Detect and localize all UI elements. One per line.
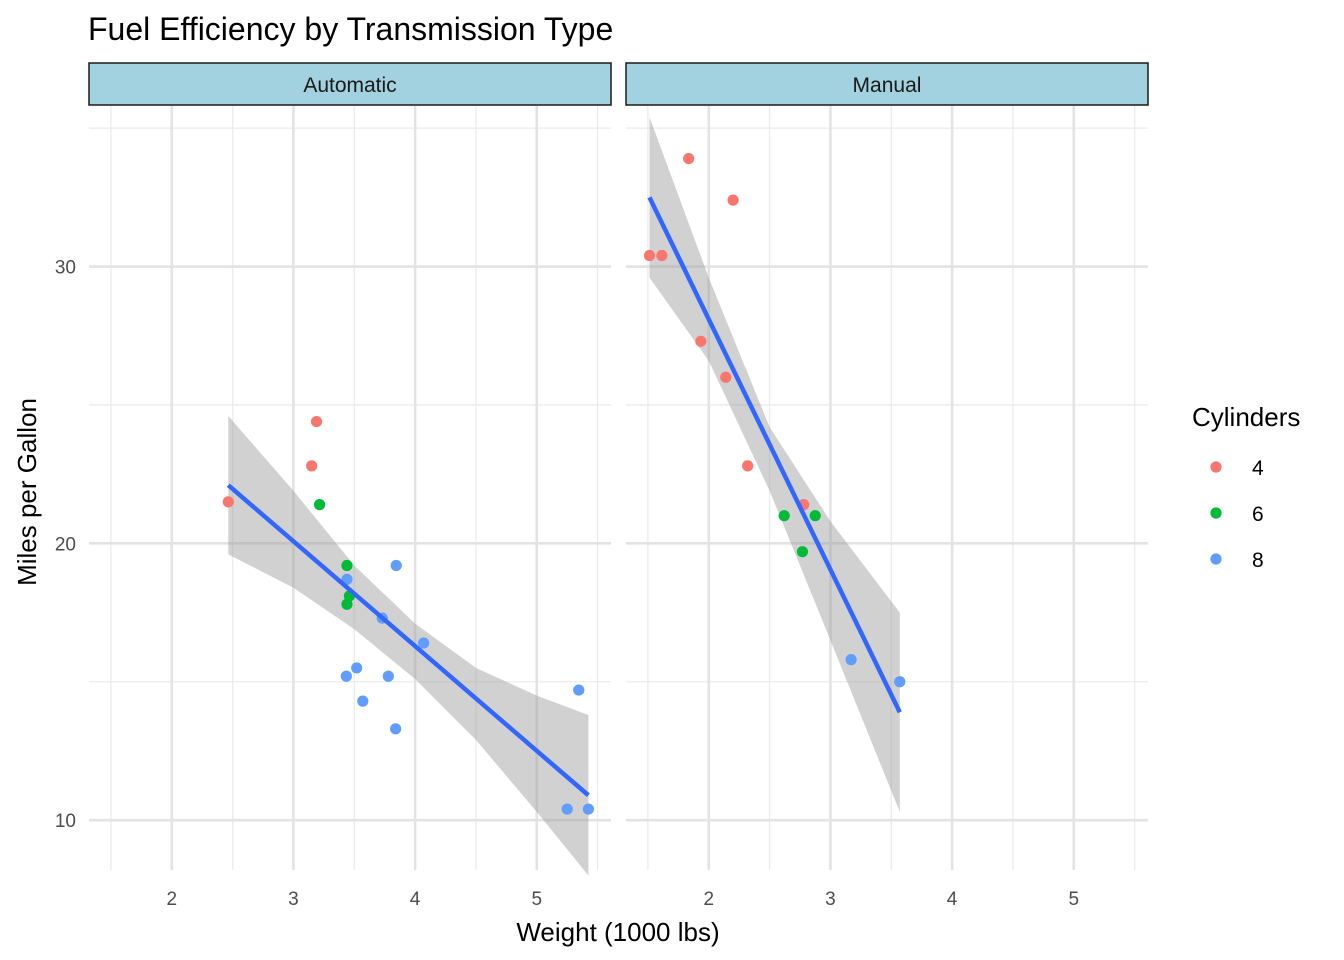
data-point [390, 559, 402, 572]
data-point [796, 546, 809, 558]
y-tick-label: 20 [55, 534, 76, 555]
facet-strip-label: Automatic [303, 74, 396, 97]
facet-strip-label: Manual [853, 74, 922, 97]
x-tick-label: 2 [703, 889, 714, 910]
data-point [418, 637, 430, 649]
data-point [340, 670, 352, 682]
data-point [357, 695, 369, 707]
data-point [656, 249, 668, 262]
data-point [643, 249, 656, 262]
confidence-band [228, 416, 589, 876]
confidence-band [649, 117, 900, 812]
legend-key [1210, 507, 1222, 519]
data-point [306, 460, 318, 472]
chart-panels: Automatic 2 3 4 5 Manual 2 3 4 5 10 20 30 [55, 62, 1149, 910]
fit-line [226, 483, 590, 797]
legend-item: 8 [1210, 549, 1264, 572]
y-axis-title: Miles per Gallon [12, 398, 42, 586]
data-point [561, 803, 573, 815]
y-tick-label: 10 [55, 811, 76, 832]
data-point [573, 684, 585, 696]
data-point [310, 415, 323, 428]
x-tick-label: 5 [531, 889, 542, 910]
legend-title: Cylinders [1192, 402, 1300, 432]
x-tick-label: 3 [288, 889, 299, 910]
fit-line [647, 196, 902, 714]
legend-key [1210, 461, 1222, 473]
data-point [382, 670, 394, 682]
legend: Cylinders 4 6 8 [1192, 402, 1300, 572]
data-point [720, 371, 732, 383]
legend-label: 4 [1252, 457, 1264, 480]
x-tick-label: 4 [947, 889, 958, 910]
data-point [742, 460, 754, 472]
x-tick-label: 5 [1068, 889, 1079, 910]
facet-strip [625, 62, 1149, 106]
data-point [894, 676, 906, 688]
legend-key [1210, 553, 1222, 565]
legend-item: 4 [1210, 457, 1264, 480]
panel-manual: Manual 2 3 4 5 [625, 62, 1149, 910]
facet-strip [88, 62, 612, 106]
data-point [313, 499, 326, 511]
x-tick-label: 2 [166, 889, 177, 910]
legend-item: 6 [1210, 503, 1264, 526]
data-point [582, 803, 594, 815]
data-point [222, 496, 234, 508]
chart-title: Fuel Efficiency by Transmission Type [88, 11, 613, 47]
data-point [351, 662, 363, 674]
data-point [727, 194, 739, 206]
x-tick-label: 3 [825, 889, 836, 910]
x-tick-label: 4 [410, 889, 421, 910]
legend-label: 8 [1252, 549, 1264, 572]
data-point [390, 723, 402, 735]
legend-label: 6 [1252, 503, 1264, 526]
data-point [695, 335, 707, 347]
data-point [683, 152, 695, 165]
data-point [778, 510, 790, 522]
x-axis-title: Weight (1000 lbs) [516, 917, 719, 947]
y-tick-label: 30 [55, 258, 76, 279]
panel-automatic: Automatic 2 3 4 5 [88, 62, 612, 910]
data-point [845, 654, 857, 666]
data-point [341, 559, 353, 572]
data-point [809, 510, 821, 522]
